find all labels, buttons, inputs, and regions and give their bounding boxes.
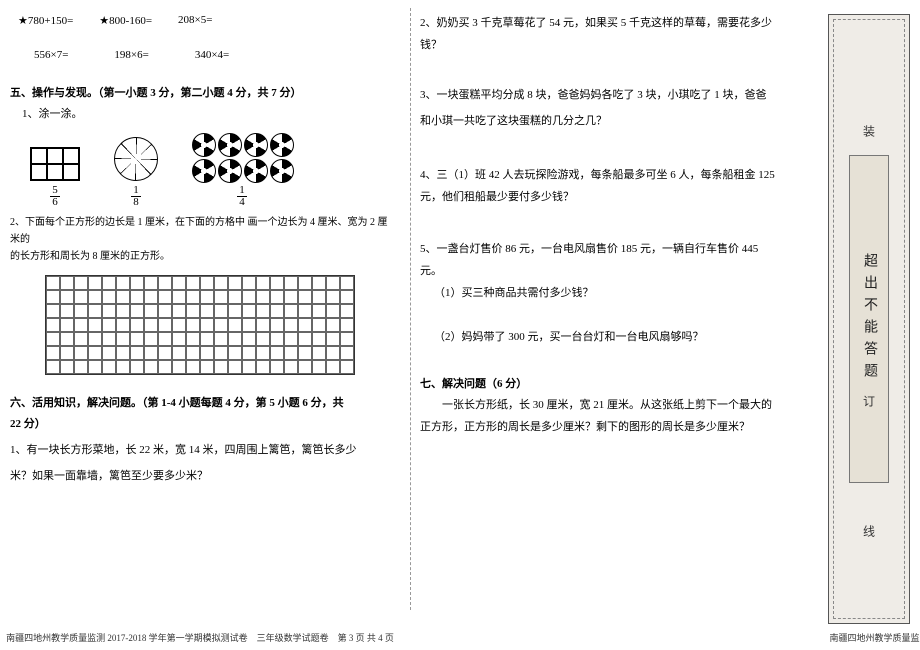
figure-pie: 18 xyxy=(114,137,158,208)
expr-1b: 800-160= xyxy=(99,14,152,27)
fraction-a: 56 xyxy=(50,185,60,208)
footer-left: 南疆四地州教学质量监测 2017-2018 学年第一学期模拟测试卷 三年级数学试… xyxy=(0,631,400,644)
fraction-c: 14 xyxy=(237,185,247,208)
fraction-b: 18 xyxy=(131,185,141,208)
page-container: 780+150= 800-160= 208×5= 556×7= 198×6= 3… xyxy=(0,0,820,650)
question-3b: 和小琪一共吃了这块蛋糕的几分之几？ xyxy=(420,110,800,132)
section-6-title-b: 22 分） xyxy=(10,414,390,435)
question-2b: 钱？ xyxy=(420,34,800,56)
expression-row-1: 780+150= 800-160= 208×5= xyxy=(18,14,390,27)
binding-strip: 装 超出不能答题 订 线 xyxy=(828,14,910,624)
binding-mark-bot: 线 xyxy=(861,525,878,537)
expr-1a: 780+150= xyxy=(18,14,73,27)
binding-text: 超出不能答题 xyxy=(859,253,879,385)
question-1b: 米？如果一面靠墙，篱笆至少要多少米？ xyxy=(10,465,390,487)
section-7-title: 七、解决问题（6 分） xyxy=(420,374,800,395)
question-2a: 2、奶奶买 3 千克草莓花了 54 元，如果买 5 千克这样的草莓，需要花多少 xyxy=(420,12,800,34)
figure-balls: 14 xyxy=(192,133,292,208)
footer-right: 南疆四地州教学质量监测 2017-2018 学年第一学期模拟测试卷 三年级数学试… xyxy=(820,631,920,644)
right-column: 2、奶奶买 3 千克草莓花了 54 元，如果买 5 千克这样的草莓，需要花多少 … xyxy=(410,0,810,650)
question-7b: 正方形，正方形的周长是多少厘米？剩下的图形的周长是多少厘米？ xyxy=(420,416,800,438)
binding-inner: 超出不能答题 xyxy=(849,155,889,483)
expr-2b: 198×6= xyxy=(114,49,148,61)
expr-2a: 556×7= xyxy=(34,49,68,61)
section-5-item-2a: 2、下面每个正方形的边长是 1 厘米，在下面的方格中 画一个边长为 4 厘米、宽… xyxy=(10,214,390,248)
expression-row-2: 556×7= 198×6= 340×4= xyxy=(34,49,390,61)
balls-icon xyxy=(192,133,292,181)
expr-2c: 340×4= xyxy=(195,49,229,61)
section-6-title: 六、活用知识，解决问题。（第 1-4 小题每题 4 分，第 5 小题 6 分，共 xyxy=(10,393,390,414)
binding-mark-top: 装 xyxy=(861,125,878,137)
section-5-item-2b: 的长方形和周长为 8 厘米的正方形。 xyxy=(10,248,390,265)
question-4b: 元，他们租船最少要付多少钱？ xyxy=(420,186,800,208)
question-4a: 4、三（1）班 42 人去玩探险游戏，每条船最多可坐 6 人，每条船租金 125 xyxy=(420,164,800,186)
left-column: 780+150= 800-160= 208×5= 556×7= 198×6= 3… xyxy=(0,0,400,650)
binding-mark-mid: 订 xyxy=(861,395,878,407)
rect-grid-icon xyxy=(30,147,80,181)
star-icon xyxy=(18,14,28,27)
question-5a: 5、一盏台灯售价 86 元，一台电风扇售价 185 元，一辆自行车售价 445 xyxy=(420,238,800,260)
question-1a: 1、有一块长方形菜地，长 22 米，宽 14 米，四周围上篱笆，篱笆长多少 xyxy=(10,439,390,461)
question-5a2: 元。 xyxy=(420,260,800,282)
question-3a: 3、一块蛋糕平均分成 8 块，爸爸妈妈各吃了 3 块，小琪吃了 1 块，爸爸 xyxy=(420,84,800,106)
question-5b: （1）买三种商品共需付多少钱？ xyxy=(434,282,800,304)
question-7a: 一张长方形纸，长 30 厘米，宽 21 厘米。从这张纸上剪下一个最大的 xyxy=(420,395,800,416)
star-icon xyxy=(99,14,109,27)
section-5-item-1: 1、涂一涂。 xyxy=(22,104,390,125)
figures-row: 56 18 14 xyxy=(30,133,390,208)
section-5-title: 五、操作与发现。（第一小题 3 分，第二小题 4 分，共 7 分） xyxy=(10,83,390,104)
pie-icon xyxy=(114,137,158,181)
expr-1c: 208×5= xyxy=(178,14,212,27)
drawing-grid xyxy=(45,275,355,375)
question-5c: （2）妈妈带了 300 元，买一台台灯和一台电风扇够吗？ xyxy=(434,326,800,348)
figure-rect: 56 xyxy=(30,147,80,208)
